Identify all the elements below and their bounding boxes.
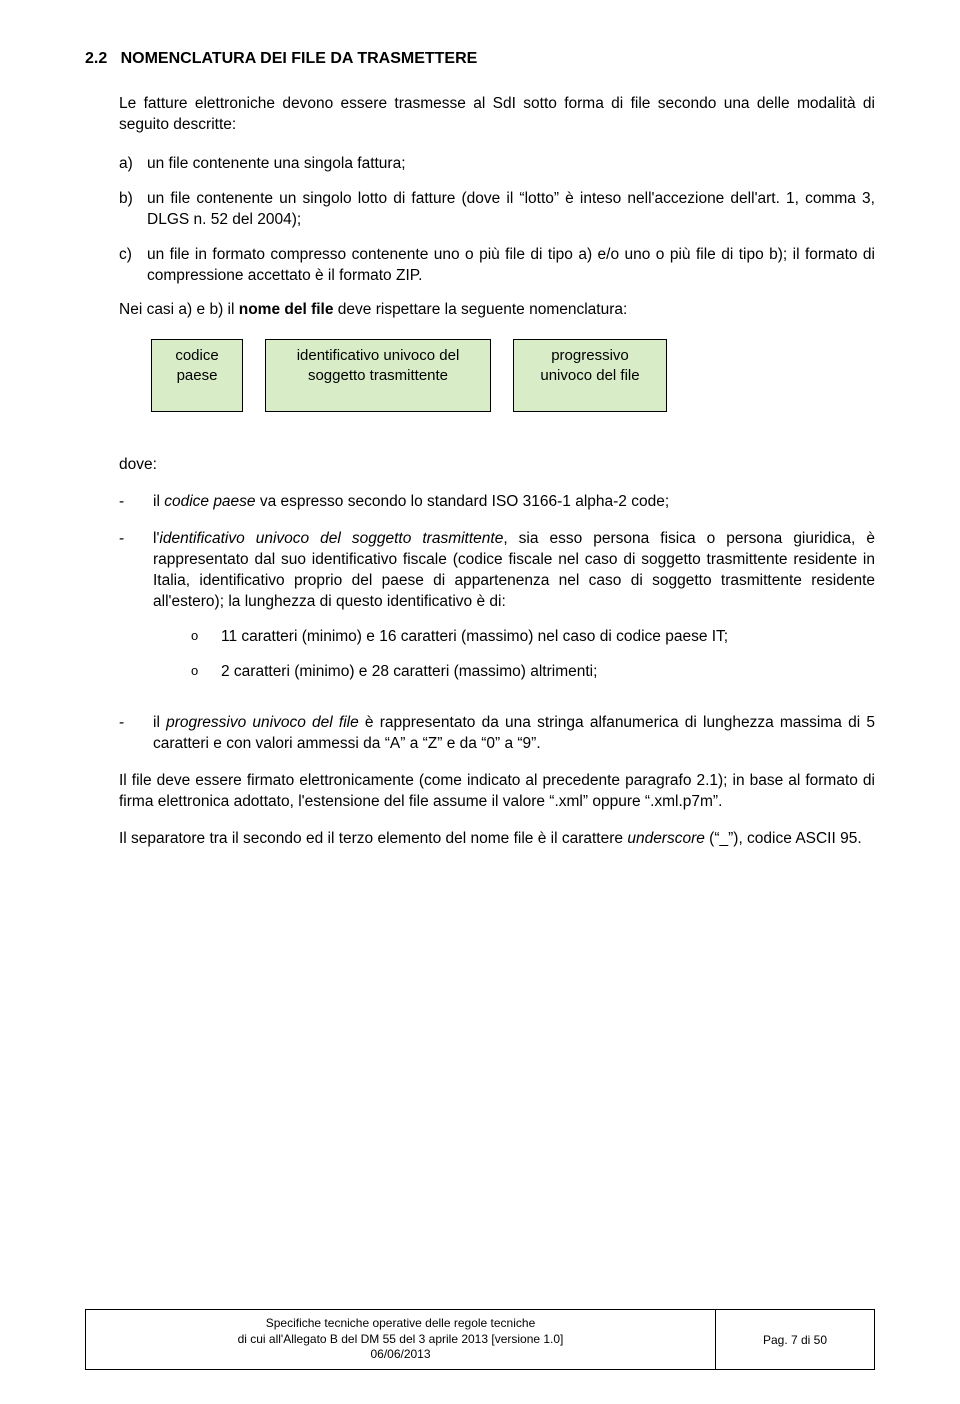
- nomenclature-intro: Nei casi a) e b) il nome del file deve r…: [85, 300, 875, 321]
- page-footer: Specifiche tecniche operative delle rego…: [85, 1309, 875, 1370]
- dash-body: il codice paese va espresso secondo lo s…: [153, 492, 875, 513]
- ordered-list-main: a) un file contenente una singola fattur…: [85, 154, 875, 287]
- footer-line: Specifiche tecniche operative delle rego…: [266, 1316, 536, 1330]
- dash-label: -: [119, 492, 153, 513]
- text-span: va espresso secondo lo standard ISO 3166…: [256, 493, 670, 510]
- circle-sublist: o 11 caratteri (minimo) e 16 caratteri (…: [153, 627, 875, 683]
- footer-line: 06/06/2013: [370, 1347, 430, 1361]
- list-body: un file contenente una singola fattura;: [147, 154, 875, 175]
- italic-span: progressivo univoco del file: [166, 714, 359, 731]
- list-item-b: b) un file contenente un singolo lotto d…: [119, 189, 875, 231]
- text-span: il: [153, 493, 164, 510]
- paragraph-separator: Il separatore tra il secondo ed il terzo…: [85, 829, 875, 850]
- italic-span: underscore: [627, 830, 705, 847]
- footer-line: di cui all'Allegato B del DM 55 del 3 ap…: [238, 1332, 564, 1346]
- dove-label: dove:: [85, 456, 875, 474]
- dash-item-1: - il codice paese va espresso secondo lo…: [119, 492, 875, 513]
- list-label: c): [119, 245, 147, 287]
- text-span: Il separatore tra il secondo ed il terzo…: [119, 830, 627, 847]
- box-codice-paese: codice paese: [151, 339, 243, 412]
- text-span: (“_”), codice ASCII 95.: [705, 830, 862, 847]
- intro-paragraph: Le fatture elettroniche devono essere tr…: [85, 94, 875, 136]
- dash-list: - il codice paese va espresso secondo lo…: [85, 492, 875, 754]
- footer-doc-info: Specifiche tecniche operative delle rego…: [85, 1309, 715, 1370]
- list-body: un file in formato compresso contenente …: [147, 245, 875, 287]
- circle-label: o: [191, 662, 221, 683]
- circle-body: 11 caratteri (minimo) e 16 caratteri (ma…: [221, 627, 875, 648]
- section-number: 2.2: [85, 50, 107, 67]
- footer-page-number: Pag. 7 di 50: [715, 1309, 875, 1370]
- dash-body: il progressivo univoco del file è rappre…: [153, 713, 875, 755]
- section-heading: 2.2 NOMENCLATURA DEI FILE DA TRASMETTERE: [85, 50, 875, 68]
- circle-item-2: o 2 caratteri (minimo) e 28 caratteri (m…: [191, 662, 875, 683]
- circle-body: 2 caratteri (minimo) e 28 caratteri (mas…: [221, 662, 875, 683]
- list-label: a): [119, 154, 147, 175]
- dash-label: -: [119, 529, 153, 697]
- dash-item-2: - l'identificativo univoco del soggetto …: [119, 529, 875, 697]
- dash-label: -: [119, 713, 153, 755]
- list-label: b): [119, 189, 147, 231]
- box-identificativo: identificativo univoco del soggetto tras…: [265, 339, 491, 412]
- italic-span: identificativo univoco del soggetto tras…: [159, 530, 503, 547]
- section-title-text: NOMENCLATURA DEI FILE DA TRASMETTERE: [121, 50, 478, 67]
- nomenclature-boxes: codice paese identificativo univoco del …: [85, 339, 875, 412]
- italic-span: codice paese: [164, 493, 255, 510]
- paragraph-signature: Il file deve essere firmato elettronicam…: [85, 771, 875, 813]
- text-span: deve rispettare la seguente nomenclatura…: [333, 301, 627, 318]
- list-item-a: a) un file contenente una singola fattur…: [119, 154, 875, 175]
- text-span: il: [153, 714, 166, 731]
- list-item-c: c) un file in formato compresso contenen…: [119, 245, 875, 287]
- text-span: Nei casi a) e b) il: [119, 301, 239, 318]
- list-body: un file contenente un singolo lotto di f…: [147, 189, 875, 231]
- circle-item-1: o 11 caratteri (minimo) e 16 caratteri (…: [191, 627, 875, 648]
- dash-item-3: - il progressivo univoco del file è rapp…: [119, 713, 875, 755]
- bold-span: nome del file: [239, 301, 334, 318]
- circle-label: o: [191, 627, 221, 648]
- dash-body: l'identificativo univoco del soggetto tr…: [153, 529, 875, 697]
- box-progressivo: progressivo univoco del file: [513, 339, 667, 412]
